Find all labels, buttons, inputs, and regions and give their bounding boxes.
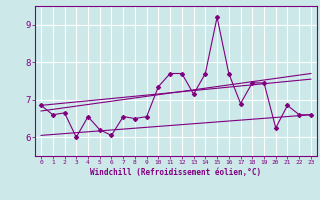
Point [74, 136, 79, 139]
Point [203, 72, 208, 75]
Point [85, 115, 91, 118]
Point [261, 81, 267, 84]
Point [214, 16, 220, 19]
Point [62, 111, 67, 114]
Point [238, 102, 243, 105]
Point [50, 113, 55, 116]
Point [121, 115, 126, 118]
Point [168, 72, 173, 75]
X-axis label: Windchill (Refroidissement éolien,°C): Windchill (Refroidissement éolien,°C) [91, 168, 261, 177]
Point [156, 85, 161, 88]
Point [179, 72, 184, 75]
Point [132, 117, 138, 120]
Point [38, 104, 44, 107]
Point [273, 126, 278, 129]
Point [191, 93, 196, 96]
Point [308, 113, 314, 116]
Point [226, 72, 231, 75]
Point [285, 104, 290, 107]
Point [250, 81, 255, 84]
Point [97, 128, 102, 131]
Point [109, 134, 114, 137]
Point [144, 115, 149, 118]
Point [297, 113, 302, 116]
